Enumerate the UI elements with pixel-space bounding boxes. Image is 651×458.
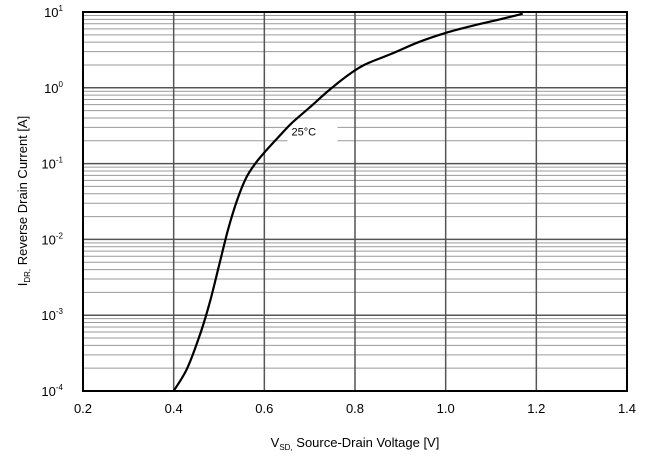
y-tick-base: 10 xyxy=(44,81,58,96)
y-tick-base: 10 xyxy=(41,384,55,399)
major-grid xyxy=(82,11,628,392)
plot-frame xyxy=(82,11,628,392)
x-tick-label: 0.8 xyxy=(346,401,364,416)
annotation-background xyxy=(287,118,338,145)
x-axis-label-subscript: SD, xyxy=(279,443,292,452)
y-tick-label: 101 xyxy=(44,4,63,20)
x-axis-label: VSD, Source-Drain Voltage [V] xyxy=(271,435,440,452)
y-tick-exponent: -4 xyxy=(56,383,64,392)
annotation-label: 25°C xyxy=(292,127,317,139)
series-line xyxy=(172,12,523,392)
x-tick-label: 1.0 xyxy=(437,401,455,416)
x-tick-label: 0.4 xyxy=(165,401,183,416)
y-axis-label: IDR, Reverse Drain Current [A] xyxy=(15,116,32,287)
series-group xyxy=(172,12,523,392)
x-tick-labels: 0.2 0.4 0.6 0.8 1.0 1.2 1.4 xyxy=(74,401,636,416)
x-axis-label-prefix: V xyxy=(271,435,280,450)
y-tick-exponent: -1 xyxy=(56,156,64,165)
y-axis-label-subscript: DR, xyxy=(23,269,32,283)
y-tick-label: 100 xyxy=(44,80,63,96)
y-tick-label: 10-2 xyxy=(41,231,63,247)
y-tick-exponent: 1 xyxy=(59,4,64,13)
x-tick-label: 0.6 xyxy=(255,401,273,416)
annotation: 25°C xyxy=(287,118,338,145)
x-tick-label: 0.2 xyxy=(74,401,92,416)
x-axis-label-text: Source-Drain Voltage [V] xyxy=(293,435,440,450)
y-tick-base: 10 xyxy=(41,232,55,247)
y-axis-label-text: Reverse Drain Current [A] xyxy=(15,116,30,269)
y-tick-exponent: 0 xyxy=(59,80,64,89)
y-tick-base: 10 xyxy=(41,157,55,172)
y-tick-exponent: -2 xyxy=(56,231,64,240)
y-tick-base: 10 xyxy=(44,5,58,20)
y-tick-label: 10-3 xyxy=(41,307,63,323)
x-tick-label: 1.4 xyxy=(618,401,636,416)
y-tick-exponent: -3 xyxy=(56,307,64,316)
y-tick-label: 10-4 xyxy=(41,383,63,399)
y-tick-label: 10-1 xyxy=(41,156,63,172)
x-tick-label: 1.2 xyxy=(527,401,545,416)
y-axis-label-prefix: I xyxy=(15,283,30,287)
y-tick-base: 10 xyxy=(41,308,55,323)
